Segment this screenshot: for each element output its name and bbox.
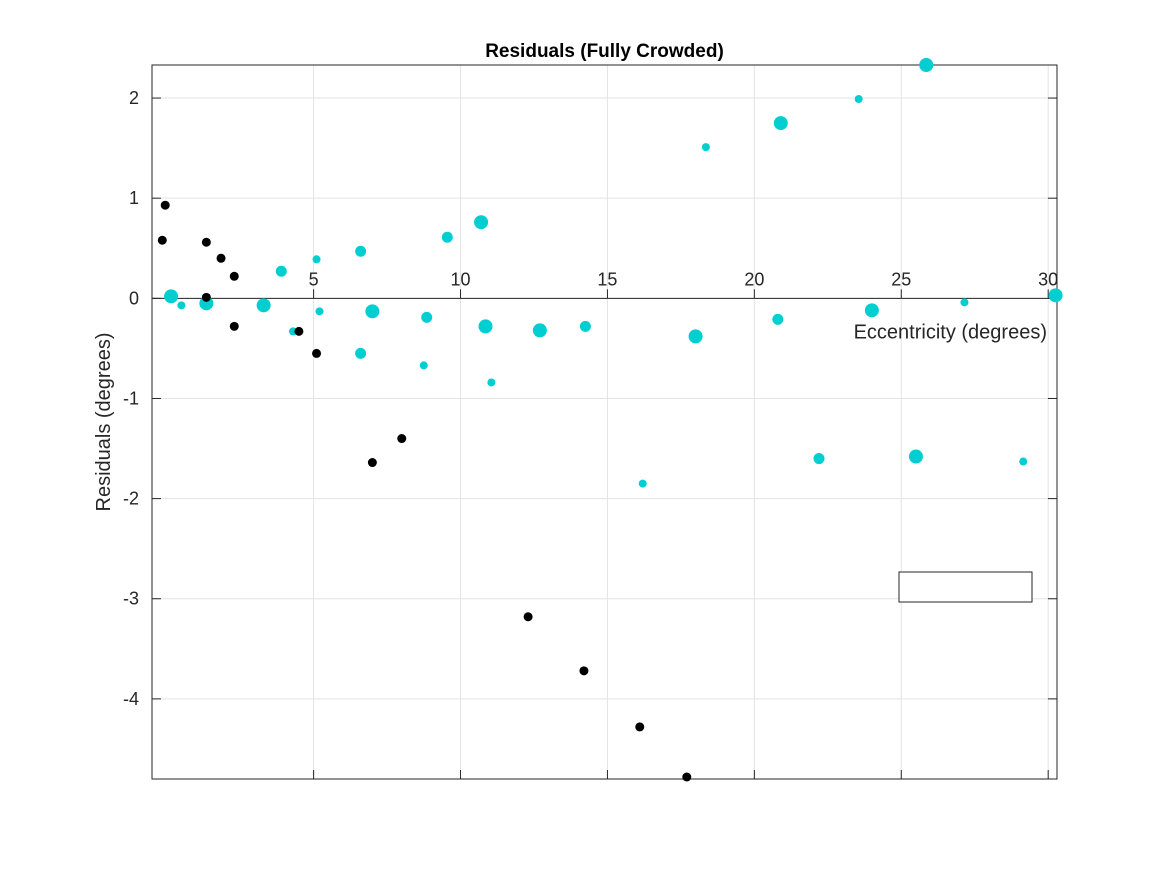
y-tick-label: 1 [129,188,139,208]
data-point [312,255,321,264]
data-point [635,722,645,732]
data-point [478,319,493,334]
x-tick-label: 20 [744,269,764,289]
data-point [157,235,167,245]
y-tick-label: -1 [123,388,139,408]
data-point [523,612,533,622]
data-point [315,307,324,316]
data-point [312,348,322,358]
data-point [638,479,647,488]
data-point [229,271,239,281]
data-point [216,253,226,263]
x-tick-label: 15 [597,269,617,289]
data-point [854,95,863,104]
y-tick-label: 0 [129,288,139,308]
x-tick-label: 10 [451,269,471,289]
data-point [256,298,271,313]
data-point [474,215,489,230]
axes-box [151,64,1058,780]
data-point [1019,457,1028,466]
data-point [908,449,923,464]
data-point [773,116,788,131]
data-point [579,666,589,676]
data-point [177,301,186,310]
data-point [201,292,211,302]
data-point [532,323,547,338]
data-point [355,347,367,359]
data-point [365,304,380,319]
x-axis-label: Eccentricity (degrees) [854,321,1047,343]
data-point [355,245,367,257]
legend-box [898,571,1033,603]
x-tick-label: 30 [1038,269,1058,289]
y-tick-label: -4 [123,689,139,709]
chart-title: Residuals (Fully Crowded) [485,41,724,62]
data-point [487,378,496,387]
data-point [772,313,784,325]
y-tick-label: 2 [129,88,139,108]
x-tick-label: 5 [309,269,319,289]
data-point [294,326,304,336]
data-point [688,329,703,344]
data-point [441,231,453,243]
data-point [229,321,239,331]
data-point [701,143,710,152]
data-point [919,58,934,72]
axes: 5 10 15 20 25 30 -4 -3 -2 -1 0 1 2 [123,88,1058,779]
data-points [157,58,1063,782]
data-point [1048,288,1063,303]
y-tick-label: -2 [123,489,139,509]
data-point [164,289,179,304]
y-tick-label: -3 [123,589,139,609]
x-tick-label: 25 [891,269,911,289]
data-point [579,320,591,332]
data-point [419,361,428,370]
data-point [960,298,969,307]
data-point [275,265,287,277]
data-point [813,453,825,465]
data-point [367,458,377,468]
y-axis-label: Residuals (degrees) [93,333,115,512]
data-point [421,311,433,323]
data-point [160,200,170,210]
data-point [201,237,211,247]
data-point [397,434,407,444]
data-point [864,303,879,318]
data-point [682,772,692,782]
